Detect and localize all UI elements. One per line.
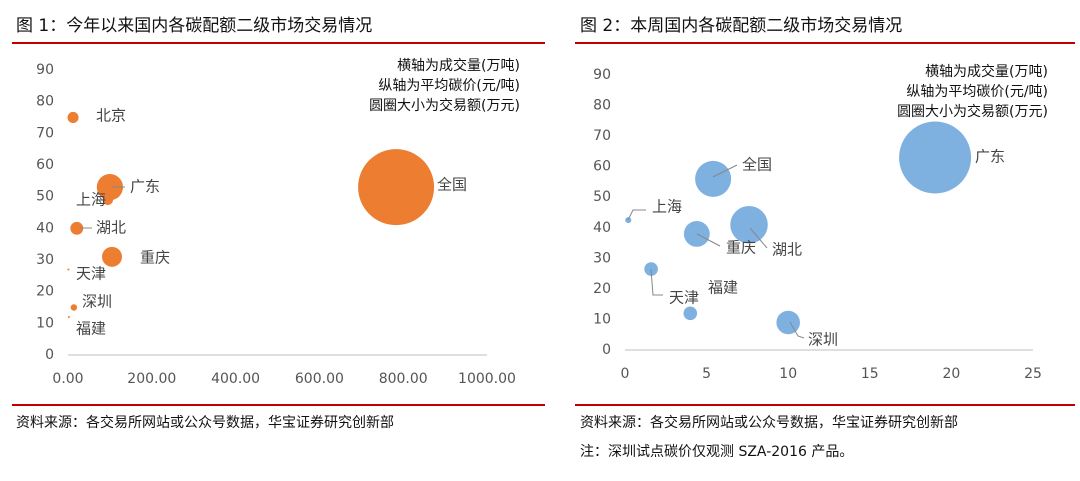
annotation: 横轴为成交量(万吨): [397, 57, 520, 74]
leader-line: [749, 227, 768, 249]
bubble-label: 深圳: [808, 331, 838, 349]
x-tick-label: 600.00: [295, 371, 344, 387]
bubble: [683, 306, 698, 321]
annotation: 纵轴为平均碳价(元/吨): [378, 78, 520, 94]
bubble-label: 广东: [130, 178, 160, 196]
bubble-label: 全国: [437, 176, 467, 194]
x-tick-label: 10: [779, 366, 797, 382]
bubble: [67, 316, 70, 318]
y-tick-label: 10: [593, 311, 611, 327]
x-tick-label: 5: [702, 366, 711, 382]
y-tick-label: 0: [45, 347, 54, 363]
annotation: 纵轴为平均碳价(元/吨): [906, 84, 1048, 100]
bubble: [730, 205, 768, 244]
chart-title: 图 2：本周国内各碳配额二级市场交易情况: [580, 16, 902, 36]
bubble-label: 天津: [76, 265, 106, 283]
bubble: [70, 221, 84, 235]
bubble: [67, 111, 79, 124]
annotation: 横轴为成交量(万吨): [925, 63, 1048, 80]
bubble-label: 重庆: [140, 249, 170, 267]
bubble-label: 全国: [742, 156, 772, 174]
bubble: [899, 121, 972, 194]
bubble-label: 广东: [975, 148, 1005, 166]
source: 资料来源：各交易所网站或公众号数据，华宝证券研究创新部: [580, 414, 958, 431]
y-tick-label: 80: [36, 94, 54, 110]
y-tick-label: 50: [593, 189, 611, 205]
bubble: [96, 174, 124, 201]
y-tick-label: 60: [36, 157, 54, 173]
annotation: 圆圈大小为交易额(万元): [369, 97, 520, 114]
x-tick-label: 25: [1024, 366, 1042, 382]
x-tick-label: 15: [861, 366, 879, 382]
bubble: [776, 310, 800, 335]
bubble-label: 深圳: [82, 293, 112, 311]
y-tick-label: 30: [593, 250, 611, 266]
bubble: [102, 194, 114, 206]
y-tick-label: 20: [36, 284, 54, 300]
y-tick-label: 0: [602, 342, 611, 358]
bubble: [683, 220, 710, 247]
x-tick-label: 0: [621, 366, 630, 382]
bubble: [625, 217, 632, 224]
bubble: [695, 160, 732, 197]
y-tick-label: 40: [593, 220, 611, 236]
y-tick-label: 70: [36, 125, 54, 141]
x-tick-label: 0.00: [52, 371, 83, 387]
bubble-label: 福建: [76, 320, 106, 338]
x-tick-label: 1000.00: [458, 371, 516, 387]
bubble: [102, 246, 122, 267]
bubble-label: 湖北: [772, 241, 802, 259]
y-tick-label: 50: [36, 189, 54, 205]
x-tick-label: 20: [942, 366, 960, 382]
y-tick-label: 20: [593, 281, 611, 297]
bubble-label: 福建: [708, 279, 738, 297]
bubble-label: 上海: [76, 191, 106, 209]
bubble-label: 天津: [669, 289, 699, 307]
source: 资料来源：各交易所网站或公众号数据，华宝证券研究创新部: [16, 414, 394, 431]
y-tick-label: 40: [36, 220, 54, 236]
leader-line: [627, 209, 646, 221]
bubble-label: 湖北: [96, 219, 126, 237]
note: 注：深圳试点碳价仅观测 SZA-2016 产品。: [580, 444, 853, 460]
bubble-label: 重庆: [726, 239, 756, 257]
bubble: [67, 268, 70, 271]
bubble: [358, 149, 435, 226]
y-tick-label: 80: [593, 98, 611, 114]
bubble-label: 上海: [652, 198, 682, 216]
annotation: 圆圈大小为交易额(万元): [897, 103, 1048, 120]
leader-line: [712, 164, 738, 178]
leader-line: [789, 321, 805, 339]
leader-line: [650, 268, 663, 296]
y-tick-label: 60: [593, 159, 611, 175]
chart-title: 图 1：今年以来国内各碳配额二级市场交易情况: [16, 16, 372, 36]
bubble-label: 北京: [96, 107, 126, 125]
y-tick-label: 90: [593, 67, 611, 83]
leader-line: [696, 233, 721, 247]
x-tick-label: 400.00: [211, 371, 260, 387]
bubble: [70, 304, 78, 311]
y-tick-label: 90: [36, 62, 54, 78]
y-tick-label: 70: [593, 128, 611, 144]
x-tick-label: 200.00: [127, 371, 176, 387]
y-tick-label: 10: [36, 315, 54, 331]
x-tick-label: 800.00: [379, 371, 428, 387]
y-tick-label: 30: [36, 252, 54, 268]
